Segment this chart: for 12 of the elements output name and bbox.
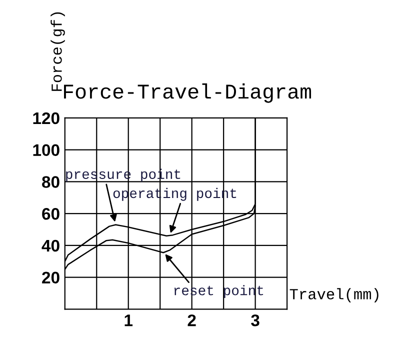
y-tick-label: 60 bbox=[42, 208, 60, 220]
y-tick-label: 100 bbox=[33, 144, 60, 156]
y-axis-title: Force(gf) bbox=[50, 12, 65, 91]
y-tick-label: 40 bbox=[42, 240, 60, 252]
chart-title: Force-Travel-Diagram bbox=[64, 83, 312, 103]
x-axis-title: Travel(mm) bbox=[290, 288, 378, 302]
y-tick-label: 120 bbox=[33, 112, 60, 124]
y-tick-label: 80 bbox=[42, 176, 60, 188]
x-tick-label: 1 bbox=[124, 314, 133, 326]
y-tick-label: 20 bbox=[42, 272, 60, 284]
x-tick-label: 3 bbox=[251, 314, 260, 326]
x-tick-label: 2 bbox=[188, 314, 196, 326]
